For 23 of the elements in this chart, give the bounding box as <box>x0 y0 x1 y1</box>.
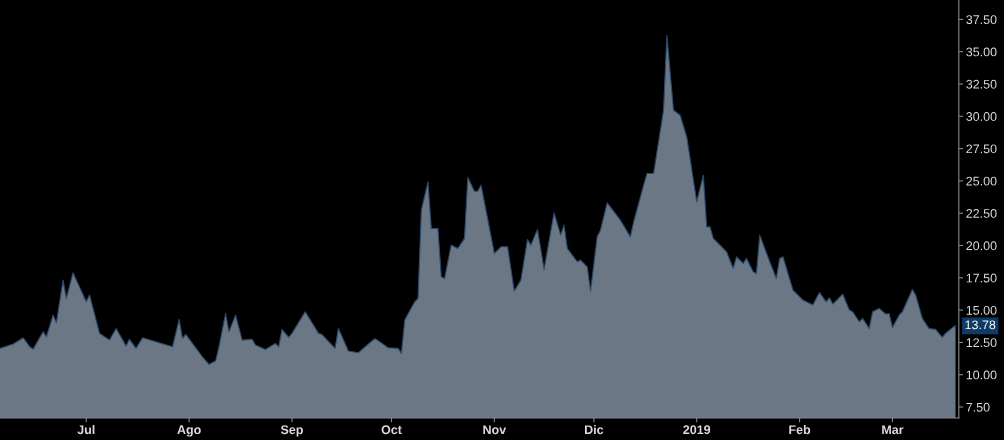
x-tick-label: Feb <box>789 424 811 435</box>
y-tick-label: 12.50 <box>966 338 997 348</box>
y-tick-label: 35.00 <box>966 47 997 57</box>
x-tick-label: Ago <box>177 425 201 437</box>
x-tick-label: Sep <box>280 425 303 437</box>
y-tick-label: 20.00 <box>966 241 997 251</box>
y-tick-label: 22.50 <box>966 209 997 218</box>
y-tick-label: 25.00 <box>966 176 997 186</box>
y-tick-label: 15.00 <box>966 305 997 315</box>
x-tick-label: Jul <box>77 424 95 435</box>
y-tick-label: 17.50 <box>966 273 997 283</box>
y-tick-label: 10.00 <box>966 370 997 380</box>
annotation: 13.78 <box>965 320 996 330</box>
y-tick-label: 37.50 <box>966 15 997 25</box>
x-tick-label: 2019 <box>683 425 711 435</box>
y-tick-label: 7.50 <box>966 402 990 412</box>
x-tick-label: Mar <box>882 425 904 435</box>
y-tick-label: 30.00 <box>966 112 997 121</box>
x-tick-label: Oct <box>381 425 402 435</box>
y-tick-label: 32.50 <box>966 79 997 89</box>
y-tick-label: 27.50 <box>966 144 997 154</box>
x-tick-label: Dic <box>584 424 604 435</box>
x-tick-label: Nov <box>483 425 507 435</box>
